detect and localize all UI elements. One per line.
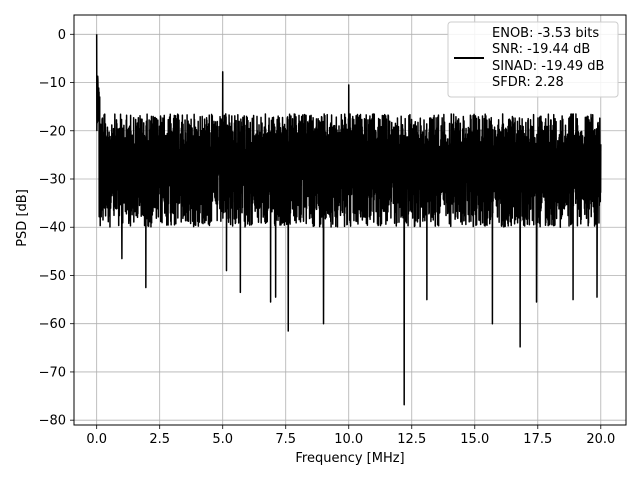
legend-entry-sinad: SINAD: -19.49 dB [492, 59, 604, 74]
y-axis-ticks: 0 −10 −20 −30 −40 −50 −60 −70 −80 [39, 28, 74, 429]
x-tick-label: 12.5 [397, 432, 426, 447]
x-tick-label: 17.5 [523, 432, 552, 447]
y-tick-label: −60 [39, 317, 66, 332]
y-tick-label: −80 [39, 414, 66, 429]
series-layer [95, 34, 602, 406]
x-axis-title: Frequency [MHz] [295, 451, 404, 466]
y-axis-title: PSD [dB] [15, 189, 30, 247]
x-tick-label: 0.0 [86, 432, 107, 447]
y-tick-label: −10 [39, 76, 66, 91]
x-tick-label: 2.5 [149, 432, 170, 447]
x-tick-label: 5.0 [212, 432, 233, 447]
y-tick-label: 0 [58, 28, 66, 43]
legend: ENOB: -3.53 bits SNR: -19.44 dB SINAD: -… [447, 21, 619, 98]
psd-series-line [95, 34, 602, 406]
y-tick-label: −50 [39, 269, 66, 284]
y-tick-label: −70 [39, 365, 66, 380]
y-tick-label: −40 [39, 221, 66, 236]
legend-entry-snr: SNR: -19.44 dB [492, 42, 590, 57]
legend-entry-sfdr: SFDR: 2.28 [492, 75, 564, 90]
plot-frame [73, 14, 627, 426]
y-tick-label: −30 [39, 173, 66, 188]
x-tick-label: 7.5 [275, 432, 296, 447]
x-tick-label: 15.0 [460, 432, 489, 447]
y-tick-label: −20 [39, 124, 66, 139]
legend-entry-enob: ENOB: -3.53 bits [492, 26, 599, 41]
x-tick-label: 20.0 [586, 432, 615, 447]
x-axis-ticks: 0.0 2.5 5.0 7.5 10.0 12.5 15.0 17.5 20.0 [86, 425, 615, 447]
x-tick-label: 10.0 [334, 432, 363, 447]
legend-box [447, 21, 619, 98]
